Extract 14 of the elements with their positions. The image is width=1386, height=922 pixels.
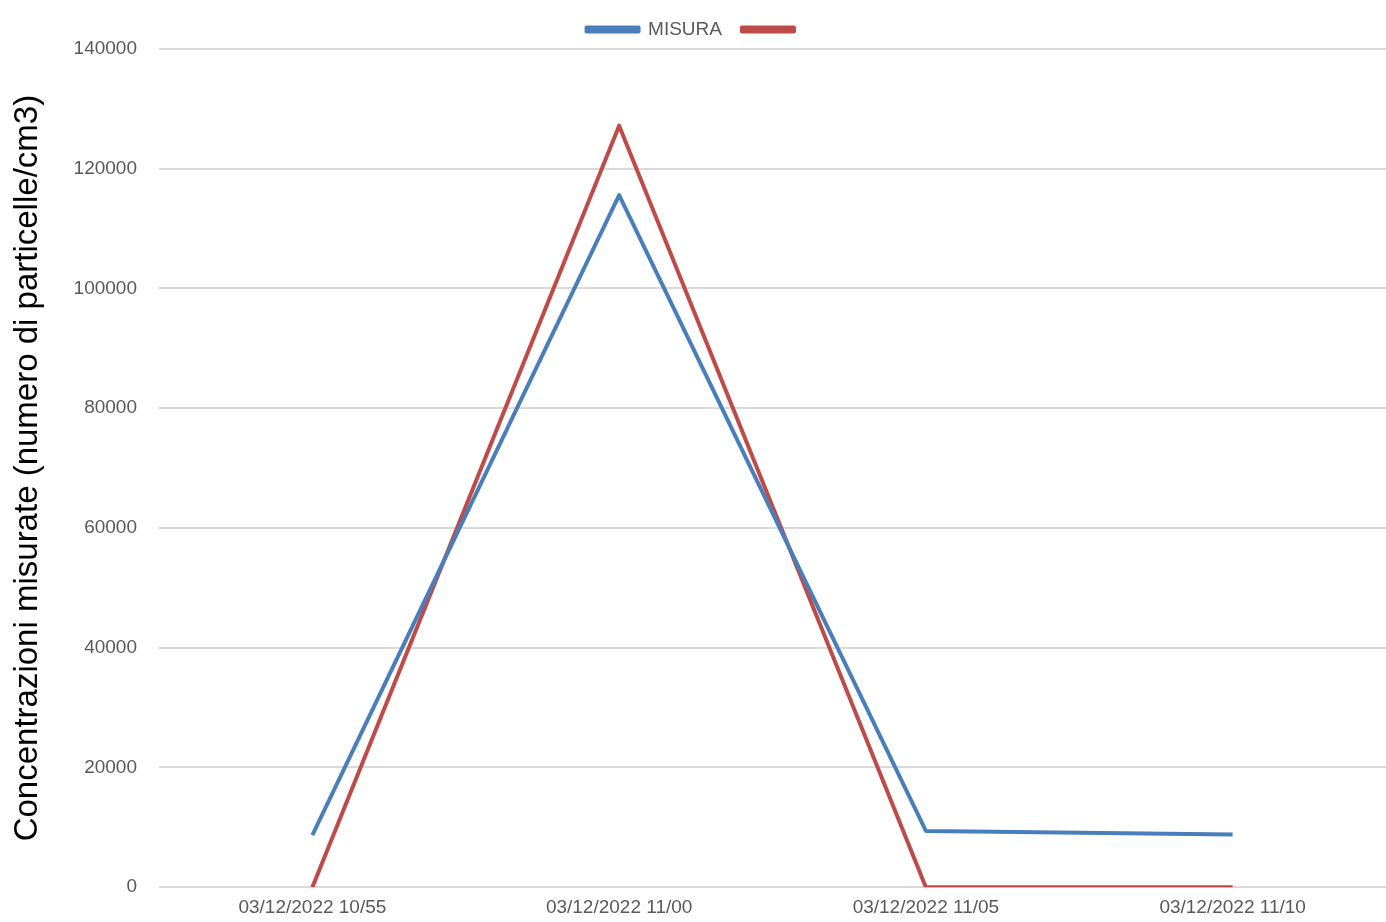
y-tick-label: 20000 <box>84 755 137 777</box>
y-tick-label: 40000 <box>84 635 137 657</box>
y-tick-label: 80000 <box>84 396 137 418</box>
y-tick-label: 60000 <box>84 516 137 538</box>
x-tick-label: 03/12/2022 11/05 <box>852 895 1000 917</box>
y-tick-label: 100000 <box>73 276 137 298</box>
y-tick-label: 140000 <box>73 37 137 59</box>
legend-label: MISURA <box>648 17 723 39</box>
y-tick-label: 0 <box>126 875 137 897</box>
x-tick-label: 03/12/2022 11/10 <box>1159 895 1306 917</box>
y-tick-label: 120000 <box>73 156 137 178</box>
x-tick-label: 03/12/2022 11/00 <box>545 895 693 917</box>
x-tick-label: 03/12/2022 10/55 <box>238 895 387 917</box>
y-axis-title: Concentrazioni misurate (numero di particelle/cm3) <box>6 94 44 842</box>
